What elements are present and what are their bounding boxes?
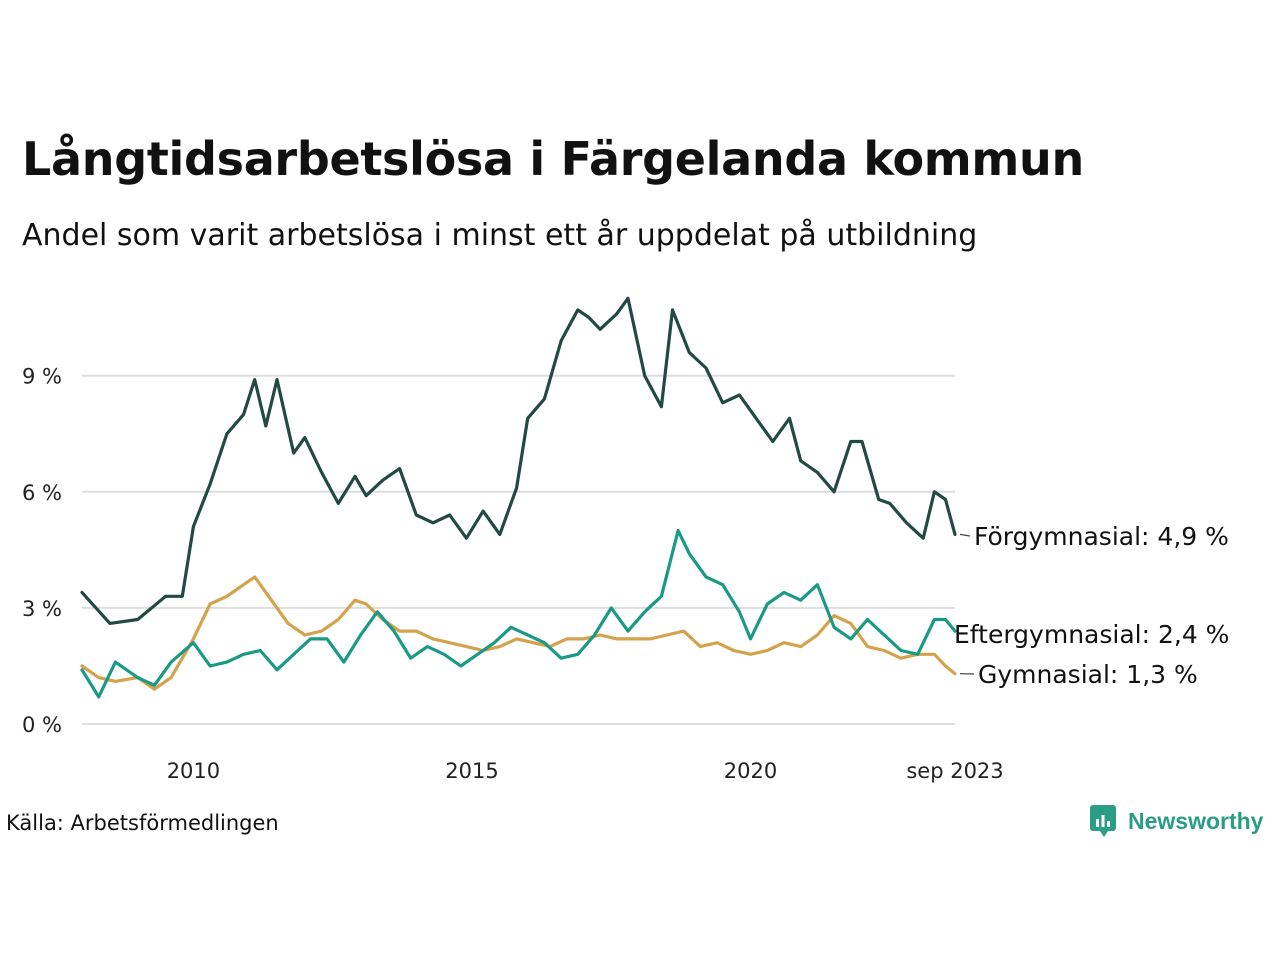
end-label-forgymnasial: Förgymnasial: 4,9 % bbox=[974, 522, 1229, 551]
y-tick-label: 3 % bbox=[22, 597, 62, 621]
x-tick-label: sep 2023 bbox=[906, 759, 1003, 783]
x-tick-label: 2020 bbox=[724, 759, 777, 783]
chart-title: Långtidsarbetslösa i Färgelanda kommun bbox=[22, 132, 1084, 186]
y-tick-label: 0 % bbox=[22, 713, 62, 737]
x-tick-label: 2015 bbox=[445, 759, 498, 783]
newsworthy-logo: Newsworthy bbox=[1088, 803, 1263, 839]
x-tick-label: 2010 bbox=[167, 759, 220, 783]
end-label-eftergymnasial: Eftergymnasial: 2,4 % bbox=[954, 620, 1229, 649]
end-label-leader bbox=[959, 533, 971, 537]
chart-subtitle: Andel som varit arbetslösa i minst ett å… bbox=[22, 218, 978, 253]
newsworthy-chart-icon bbox=[1090, 805, 1116, 837]
line-chart: 0 % 3 % 6 % 9 % 2010 2015 2020 sep 2023 Förgym… bbox=[22, 296, 1229, 783]
source-note: Källa: Arbetsförmedlingen bbox=[6, 811, 279, 835]
brand-name: Newsworthy bbox=[1128, 807, 1264, 834]
y-tick-label: 9 % bbox=[22, 365, 62, 389]
series-line-gymnasial bbox=[80, 575, 957, 691]
series-line-eftergymnasial bbox=[80, 528, 957, 699]
series-line-forgymnasial bbox=[80, 296, 957, 625]
end-label-gymnasial: Gymnasial: 1,3 % bbox=[978, 660, 1198, 689]
y-tick-label: 6 % bbox=[22, 481, 62, 505]
